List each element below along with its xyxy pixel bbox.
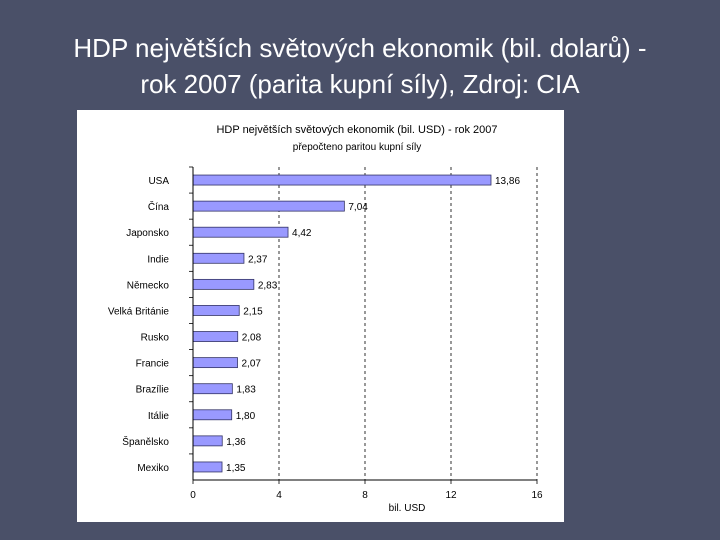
chart-title: HDP největších světových ekonomik (bil. … [216,124,497,136]
x-tick-label: 16 [531,490,543,501]
category-label: Čína [148,200,170,213]
category-label: Španělsko [122,435,169,448]
value-label: 2,37 [248,254,268,265]
bar [192,305,240,316]
x-tick-label: 12 [445,490,457,501]
category-label: Velká Británie [108,306,170,317]
bar [192,409,233,421]
category-label: Rusko [141,333,170,344]
value-label: 1,83 [236,385,256,396]
category-label: Mexiko [137,463,169,474]
value-label: 2,08 [242,333,262,344]
category-label: Německo [127,280,170,291]
bars-layer: 13,86 7,04 4,42 2,37 2,83 2,15 2,08 2,07 1,83 1,8… [192,174,520,474]
bar [192,435,223,447]
bar [192,357,238,369]
bar [192,174,492,186]
value-label: 1,36 [226,437,246,448]
slide-title: HDP největších světových ekonomik (bil. … [20,30,700,102]
slide-title-line-2: rok 2007 (parita kupní síly), Zdroj: CIA [140,69,580,99]
bar [192,252,245,264]
value-label: 2,15 [243,306,263,317]
category-label: Japonsko [126,228,169,239]
category-label: Indie [147,254,169,265]
x-tick-label: 0 [190,490,196,501]
chart-panel: HDP největších světových ekonomik (bil. … [77,110,564,522]
x-tick-label: 4 [276,490,282,501]
bar-chart: HDP největších světových ekonomik (bil. … [108,124,543,514]
category-label: USA [148,176,169,187]
value-label: 2,83 [258,280,278,291]
chart-subtitle: přepočteno paritou kupní síly [293,142,421,153]
category-label: Francie [136,359,170,370]
x-axis-title: bil. USD [389,503,426,514]
grid-layer [278,167,538,480]
category-label: Itálie [148,411,170,422]
x-tick-label: 8 [362,490,368,501]
bar [192,383,233,395]
value-label: 4,42 [292,228,312,239]
bar [192,461,223,473]
slide-title-line-1: HDP největších světových ekonomik (bil. … [73,33,647,63]
value-label: 7,04 [348,202,368,213]
value-label: 1,35 [226,463,246,474]
bar [192,200,345,212]
bar [192,331,239,342]
axis-layer: 0 4 8 12 16 USA Čína Japonsko Indie Německo Velká … [108,166,543,501]
value-label: 13,86 [495,176,520,187]
value-label: 1,80 [236,411,256,422]
bar [192,278,255,290]
category-label: Brazílie [136,385,170,396]
bar [192,226,289,238]
value-label: 2,07 [242,359,262,370]
